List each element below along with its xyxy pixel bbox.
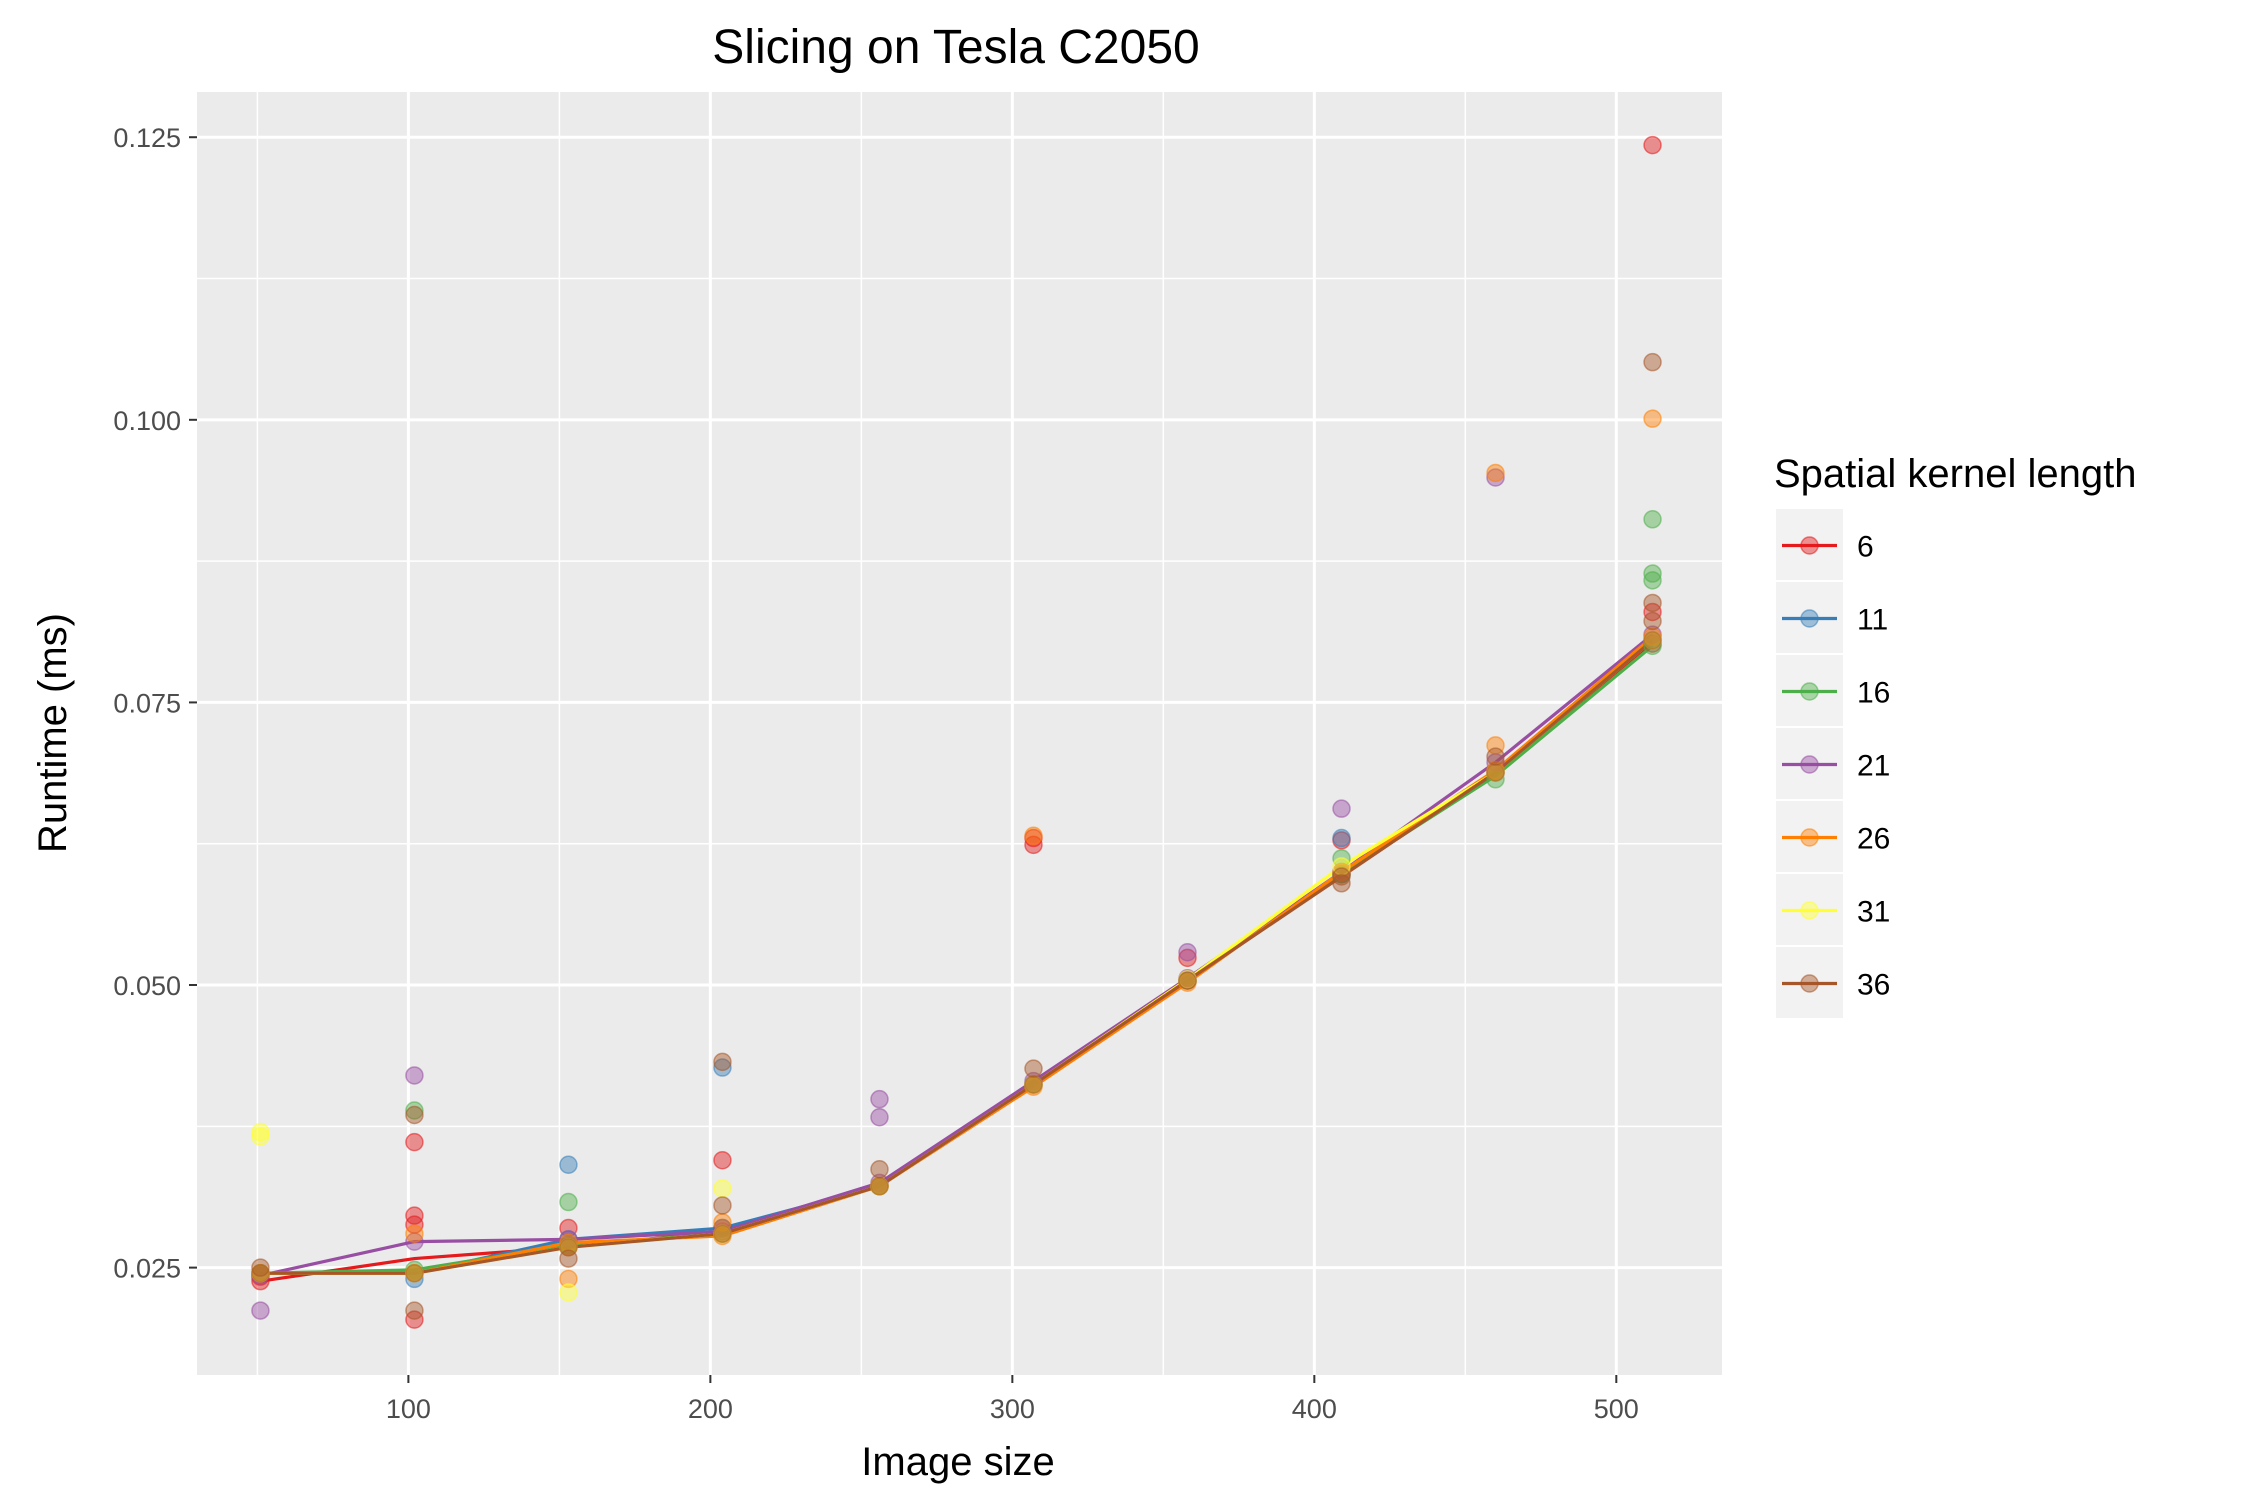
data-point-21 xyxy=(870,1089,889,1109)
data-point-26 xyxy=(1643,409,1662,428)
data-point-26 xyxy=(559,1233,578,1252)
legend-key-point-21 xyxy=(1800,755,1819,774)
data-point-21 xyxy=(1178,942,1197,962)
data-point-36 xyxy=(559,1238,578,1257)
plot-panel xyxy=(197,92,1722,1375)
data-point-36 xyxy=(405,1264,424,1283)
legend-label-11: 11 xyxy=(1857,604,1888,637)
x-tick-label: 500 xyxy=(1594,1394,1639,1424)
legend-key-point-26 xyxy=(1800,828,1819,847)
data-point-36 xyxy=(251,1264,270,1283)
data-point-31 xyxy=(559,1283,578,1302)
data-point-6 xyxy=(405,1132,424,1152)
data-point-21 xyxy=(1332,799,1351,818)
data-point-21 xyxy=(405,1066,424,1085)
data-point-36 xyxy=(713,1052,732,1072)
data-point-16 xyxy=(1643,510,1662,529)
series-lines xyxy=(260,633,1654,1283)
y-tick-label: 0.025 xyxy=(113,1254,181,1284)
data-point-11 xyxy=(713,1058,732,1077)
legend-key-point-36 xyxy=(1800,974,1819,993)
data-point-16 xyxy=(1643,571,1662,590)
data-point-6 xyxy=(1178,948,1197,968)
data-point-31 xyxy=(251,1122,270,1142)
data-point-36 xyxy=(1486,747,1505,766)
data-point-36 xyxy=(870,1160,889,1179)
legend-label-6: 6 xyxy=(1857,531,1874,564)
chart-title: Slicing on Tesla C2050 xyxy=(712,21,1199,74)
x-tick-label: 200 xyxy=(688,1394,733,1424)
legend-key-point-31 xyxy=(1800,901,1819,920)
legend-label-26: 26 xyxy=(1857,823,1890,856)
data-point-36 xyxy=(1024,1075,1043,1094)
legend-key-point-16 xyxy=(1800,682,1819,701)
data-point-36 xyxy=(1643,611,1662,631)
data-point-11 xyxy=(1332,828,1351,848)
data-point-16 xyxy=(1643,564,1662,583)
legend: Spatial kernel length 6 11 16 21 26 31 36 xyxy=(1774,452,2136,1018)
data-point-6 xyxy=(1643,135,1662,155)
data-point-26 xyxy=(559,1269,578,1289)
series-line-21 xyxy=(260,633,1654,1278)
data-point-36 xyxy=(1486,763,1505,782)
series-line-36 xyxy=(260,639,1654,1275)
grid xyxy=(197,92,1722,1375)
legend-label-31: 31 xyxy=(1857,896,1890,929)
data-point-31 xyxy=(713,1179,732,1198)
legend-key-point-11 xyxy=(1800,609,1819,628)
data-point-36 xyxy=(1332,874,1351,893)
data-point-36 xyxy=(405,1105,424,1125)
data-point-36 xyxy=(1178,971,1197,990)
data-point-21 xyxy=(1486,468,1505,487)
data-point-11 xyxy=(559,1155,578,1174)
x-axis-title: Image size xyxy=(861,1440,1054,1484)
data-point-26 xyxy=(1486,463,1505,483)
data-point-36 xyxy=(713,1196,732,1215)
data-point-21 xyxy=(251,1301,270,1320)
data-point-6 xyxy=(713,1150,732,1170)
data-point-31 xyxy=(251,1127,270,1146)
data-point-36 xyxy=(1024,1059,1043,1078)
data-point-36 xyxy=(870,1176,889,1196)
data-point-16 xyxy=(559,1192,578,1212)
data-point-36 xyxy=(251,1258,270,1277)
data-point-21 xyxy=(870,1108,889,1127)
x-tick-label: 100 xyxy=(386,1394,431,1424)
series-points xyxy=(251,135,1662,1329)
data-point-36 xyxy=(405,1301,424,1320)
x-tick-label: 300 xyxy=(990,1394,1035,1424)
data-point-36 xyxy=(1643,352,1662,372)
x-tick-label: 400 xyxy=(1292,1394,1337,1424)
data-point-36 xyxy=(1332,867,1351,886)
axes: 100 200 300 400 500 0.025 0.050 0.075 0.100 0.125 xyxy=(113,123,1638,1424)
y-tick-label: 0.100 xyxy=(113,406,181,436)
y-tick-label: 0.075 xyxy=(113,688,181,718)
data-point-36 xyxy=(1643,630,1662,650)
data-point-36 xyxy=(1643,593,1662,613)
y-axis-title: Runtime (ms) xyxy=(31,613,75,853)
legend-label-36: 36 xyxy=(1857,969,1890,1002)
legend-label-21: 21 xyxy=(1857,750,1890,783)
y-tick-label: 0.050 xyxy=(113,971,181,1001)
data-point-16 xyxy=(405,1101,424,1120)
legend-key-point-6 xyxy=(1800,536,1819,555)
legend-label-16: 16 xyxy=(1857,677,1890,710)
data-point-26 xyxy=(405,1224,424,1243)
data-point-26 xyxy=(1024,826,1043,846)
data-point-36 xyxy=(713,1224,732,1243)
y-tick-label: 0.125 xyxy=(113,123,181,153)
legend-title: Spatial kernel length xyxy=(1774,452,2136,496)
